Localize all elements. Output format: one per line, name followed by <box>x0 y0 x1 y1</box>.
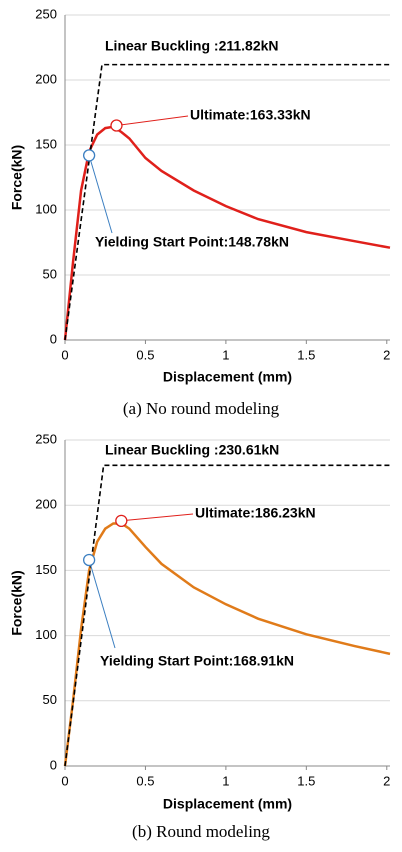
x-tick-label: 1 <box>222 347 229 362</box>
y-tick-label: 50 <box>43 266 57 281</box>
annotation: Yielding Start Point:168.91kN <box>100 653 294 669</box>
x-tick-label: 0 <box>61 773 68 788</box>
annotation-arrow <box>88 559 116 649</box>
x-tick-label: 0.5 <box>136 347 154 362</box>
y-tick-label: 200 <box>35 497 57 512</box>
caption: (a) No round modeling <box>123 399 280 418</box>
y-tick-label: 0 <box>50 331 57 346</box>
annotation: Linear Buckling :230.61kN <box>105 442 279 458</box>
y-tick-label: 100 <box>35 627 57 642</box>
caption: (b) Round modeling <box>132 822 270 841</box>
annotation: Ultimate:186.23kN <box>195 505 316 521</box>
marker <box>82 149 96 162</box>
y-tick-label: 150 <box>35 136 57 151</box>
annotation: Yielding Start Point:148.78kN <box>95 234 289 250</box>
y-tick-label: 100 <box>35 201 57 216</box>
x-tick-label: 0 <box>61 347 68 362</box>
curve <box>63 125 391 341</box>
y-axis-label: Force(kN) <box>9 145 25 210</box>
marker <box>82 553 96 567</box>
x-tick-label: 2 <box>383 347 390 362</box>
marker <box>110 119 123 132</box>
annotation-arrow <box>88 155 113 234</box>
x-tick-label: 1.5 <box>297 347 315 362</box>
dashed-line <box>64 63 390 341</box>
x-axis-label: Displacement (mm) <box>163 796 292 812</box>
marker <box>115 514 128 527</box>
annotation-arrow <box>116 115 189 126</box>
x-axis-label: Displacement (mm) <box>163 369 292 385</box>
x-tick-label: 0.5 <box>136 773 154 788</box>
y-tick-label: 250 <box>35 6 57 21</box>
curve <box>63 522 391 767</box>
y-axis-label: Force(kN) <box>9 570 25 635</box>
annotation-arrow <box>121 513 194 522</box>
y-tick-label: 250 <box>35 431 57 446</box>
y-tick-label: 200 <box>35 71 57 86</box>
x-tick-label: 2 <box>383 773 390 788</box>
x-tick-label: 1 <box>222 773 229 788</box>
annotation: Ultimate:163.33kN <box>190 107 311 123</box>
y-tick-label: 0 <box>50 757 57 772</box>
annotation: Linear Buckling :211.82kN <box>105 38 279 54</box>
x-tick-label: 1.5 <box>297 773 315 788</box>
y-tick-label: 150 <box>35 562 57 577</box>
y-tick-label: 50 <box>43 692 57 707</box>
